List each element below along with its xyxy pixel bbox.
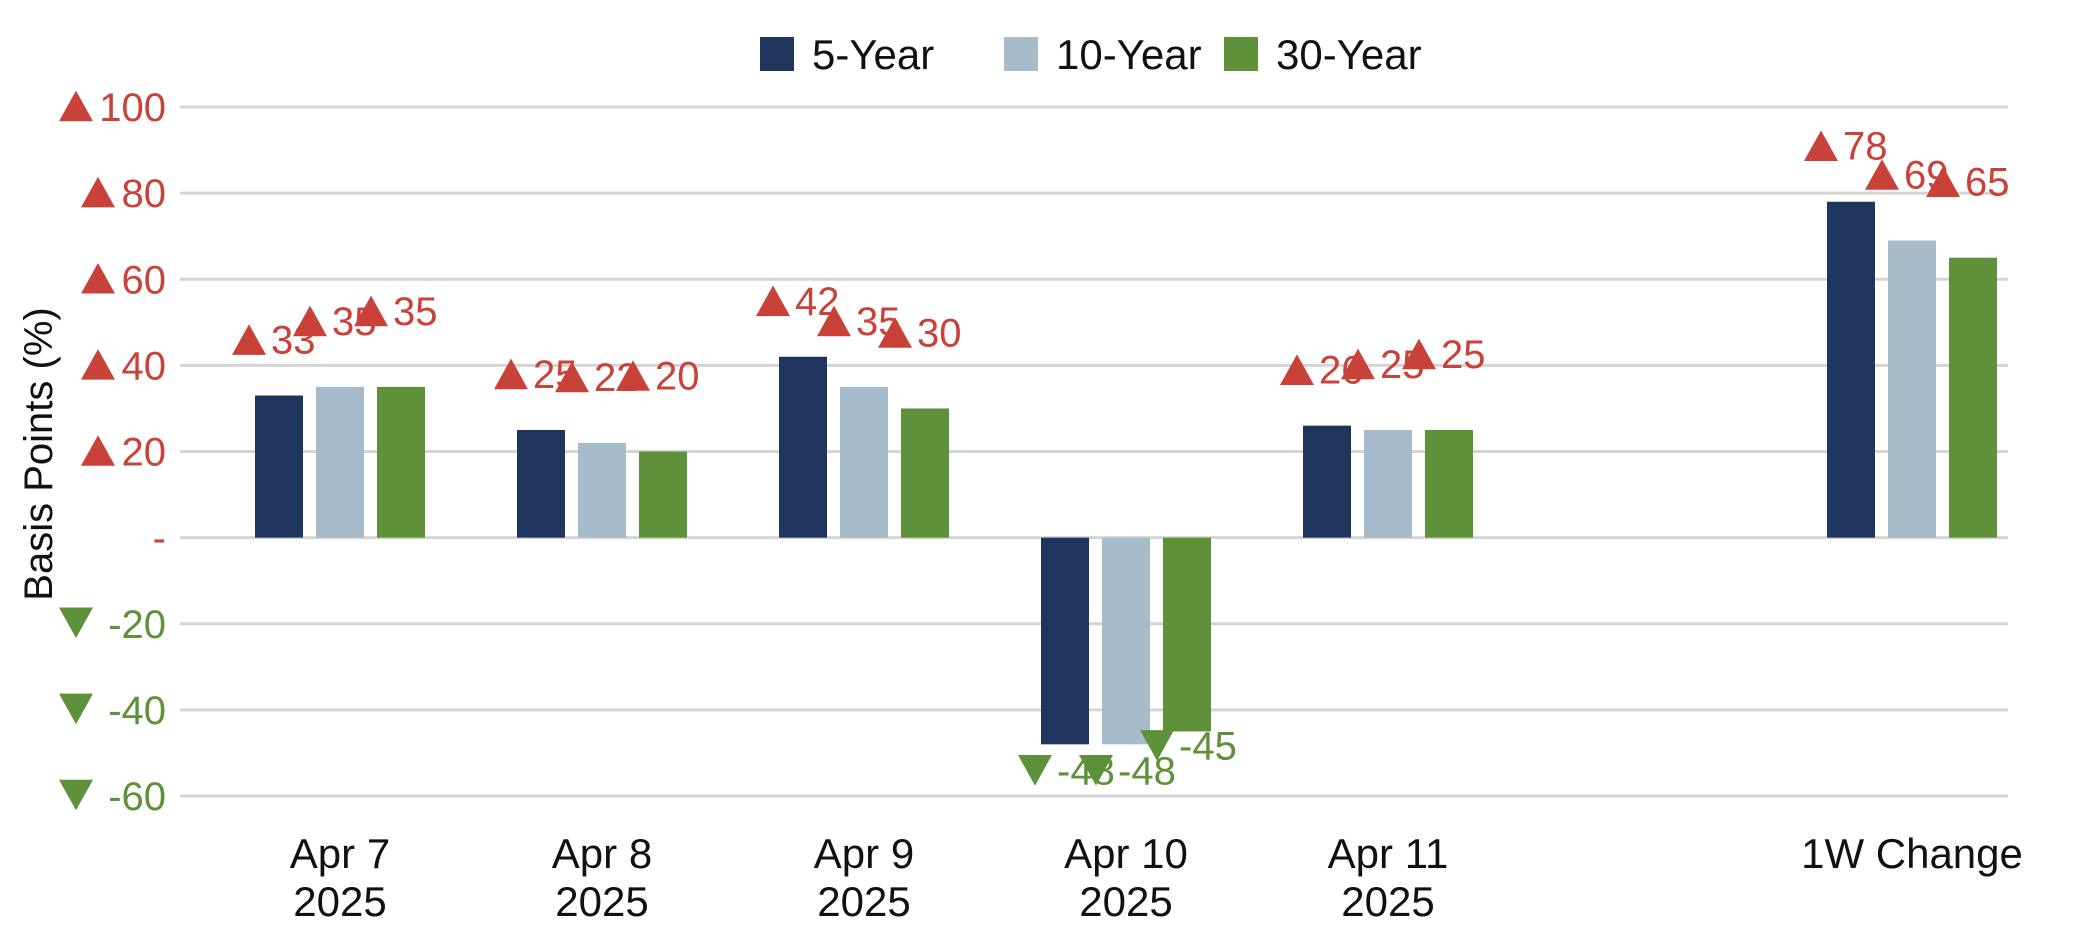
up-triangle-icon: [817, 305, 851, 337]
bar: [377, 386, 425, 538]
up-triangle-icon: [232, 324, 266, 355]
legend-swatch: [760, 37, 794, 71]
bar: [1163, 537, 1211, 732]
up-triangle-icon: [1341, 348, 1375, 380]
up-triangle-icon: [1804, 130, 1838, 162]
y-tick-label: 100: [99, 86, 166, 130]
data-label-value: 65: [1965, 161, 2010, 205]
x-tick-label: 2025: [1079, 878, 1172, 925]
legend-label: 10-Year: [1056, 31, 1202, 78]
x-tick-label: Apr 9: [814, 830, 914, 877]
down-triangle-icon: [59, 779, 93, 811]
up-triangle-icon: [1865, 159, 1899, 190]
y-tick-label: -20: [108, 603, 166, 647]
data-label: -45: [1140, 724, 1237, 768]
data-label: 35: [354, 290, 438, 334]
legend-item: 10-Year: [1004, 31, 1202, 78]
y-tick-label: -40: [108, 689, 166, 733]
up-triangle-icon: [494, 358, 528, 390]
bar: [1041, 537, 1089, 745]
bar: [1949, 257, 1997, 538]
up-triangle-icon: [81, 262, 115, 294]
bar: [255, 395, 303, 538]
y-tick-label: 80: [122, 172, 167, 216]
y-tick-label: -60: [108, 775, 166, 819]
legend-item: 30-Year: [1224, 31, 1422, 78]
legend: 5-Year 10-Year 30-Year: [760, 31, 1422, 78]
bar: [517, 429, 565, 538]
bar: [840, 386, 888, 538]
data-label: 25: [1402, 333, 1486, 377]
data-label: 20: [616, 355, 700, 399]
down-triangle-icon: [1140, 730, 1174, 761]
up-triangle-icon: [293, 305, 327, 337]
x-tick-label: 2025: [293, 878, 386, 925]
bars: [255, 201, 1997, 745]
data-label: 42: [756, 280, 840, 324]
x-tick-label: 2025: [817, 878, 910, 925]
x-tick-label: Apr 11: [1328, 830, 1449, 877]
x-tick-label: Apr 8: [552, 830, 652, 877]
legend-swatch: [1004, 37, 1038, 71]
y-tick-label: 20: [122, 431, 167, 475]
data-label-value: 35: [393, 290, 438, 334]
data-label-value: 25: [1441, 333, 1486, 377]
y-axis-ticks: 100 80 60 40 20 - -20 -40 -60: [59, 86, 166, 819]
bar: [1888, 240, 1936, 538]
data-label: 30: [878, 311, 962, 355]
bar: [1303, 425, 1351, 538]
up-triangle-icon: [59, 90, 93, 122]
up-triangle-icon: [1402, 338, 1436, 370]
up-triangle-icon: [616, 360, 650, 391]
data-label-value: -48: [1118, 749, 1176, 793]
x-tick-label: 2025: [555, 878, 648, 925]
up-triangle-icon: [555, 361, 589, 393]
bar: [639, 451, 687, 538]
bar: [1102, 537, 1150, 745]
x-tick-label: Apr 10: [1064, 830, 1188, 877]
legend-swatch: [1224, 37, 1258, 71]
y-axis-title: Basis Points (%): [17, 307, 61, 600]
up-triangle-icon: [1926, 166, 1960, 198]
up-triangle-icon: [81, 176, 115, 208]
bar: [316, 386, 364, 538]
bar: [1827, 201, 1875, 538]
up-triangle-icon: [878, 317, 912, 348]
bar: [901, 408, 949, 538]
up-triangle-icon: [81, 435, 115, 466]
down-triangle-icon: [59, 693, 93, 725]
data-label-value: 78: [1843, 125, 1888, 169]
down-triangle-icon: [1018, 755, 1052, 786]
data-label-value: -45: [1179, 724, 1237, 768]
legend-item: 5-Year: [760, 31, 934, 78]
down-triangle-icon: [59, 607, 93, 639]
data-label-value: 30: [917, 311, 962, 355]
bar: [1364, 429, 1412, 538]
y-tick-label: 40: [122, 344, 167, 388]
down-triangle-icon: [1079, 755, 1113, 786]
y-tick-label: 60: [122, 258, 167, 302]
data-label: -48: [1079, 749, 1176, 793]
up-triangle-icon: [354, 295, 388, 327]
x-tick-label: 1W Change: [1801, 830, 2023, 877]
up-triangle-icon: [1280, 354, 1314, 385]
bar: [779, 356, 827, 538]
legend-label: 5-Year: [812, 31, 934, 78]
legend-label: 30-Year: [1276, 31, 1422, 78]
gridlines: [180, 105, 2008, 798]
bar: [1425, 429, 1473, 538]
data-label: 65: [1926, 161, 2010, 205]
up-triangle-icon: [81, 349, 115, 380]
y-tick-label: -: [153, 517, 166, 561]
x-tick-label: Apr 7: [290, 830, 390, 877]
data-label: 78: [1804, 125, 1888, 169]
bar: [578, 442, 626, 538]
data-label-value: 20: [655, 355, 700, 399]
up-triangle-icon: [756, 285, 790, 317]
x-tick-label: 2025: [1341, 878, 1434, 925]
